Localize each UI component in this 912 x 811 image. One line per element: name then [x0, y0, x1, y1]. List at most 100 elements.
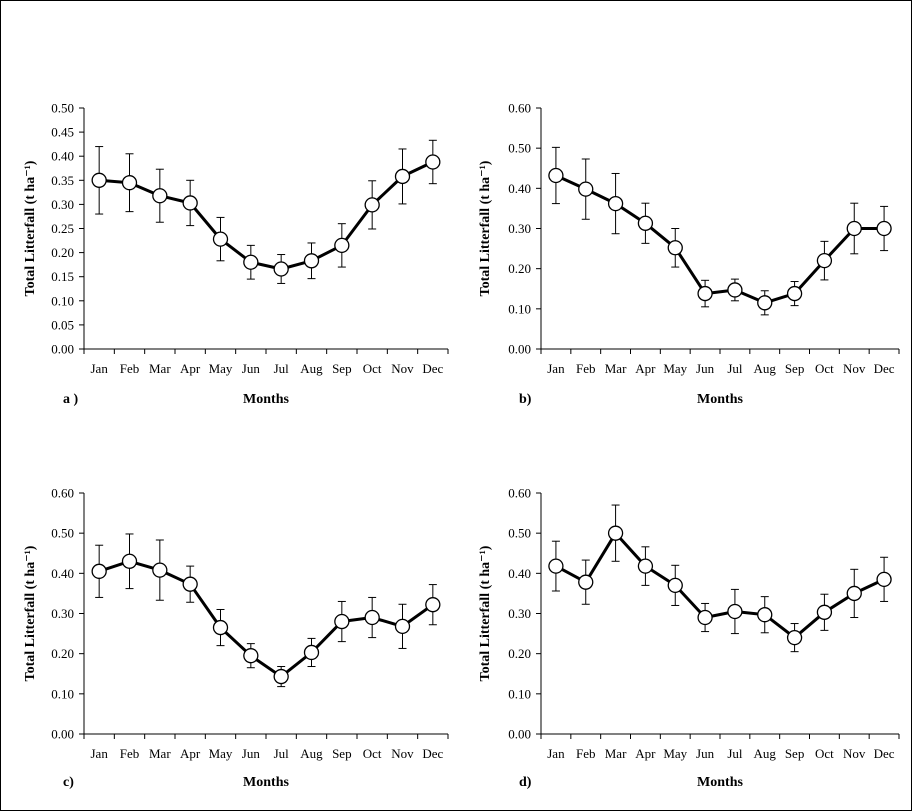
x-axis-title: Months — [243, 392, 289, 407]
x-tick-label: Nov — [391, 361, 414, 376]
x-tick-label: Jun — [696, 361, 715, 376]
y-tick-label: 0.00 — [51, 727, 74, 742]
data-point — [91, 172, 107, 188]
x-tick-label: Mar — [605, 361, 627, 376]
panel-label: c) — [63, 775, 74, 790]
data-point — [273, 261, 289, 277]
data-point — [212, 619, 229, 636]
y-tick-label: 0.10 — [51, 293, 74, 308]
data-point — [667, 577, 683, 594]
data-point — [425, 154, 441, 170]
x-tick-label: Apr — [180, 361, 201, 376]
x-tick-label: May — [663, 361, 687, 376]
data-point — [816, 252, 833, 269]
x-tick-label: May — [209, 361, 233, 376]
x-tick-label: Feb — [120, 746, 140, 761]
data-point — [637, 215, 654, 231]
data-point — [607, 195, 624, 212]
data-point — [334, 237, 350, 254]
data-point — [182, 195, 198, 211]
data-point — [243, 254, 259, 270]
x-tick-label: Sep — [332, 361, 352, 376]
data-point — [786, 285, 803, 302]
x-tick-label: Sep — [785, 361, 805, 376]
x-tick-label: Dec — [422, 361, 443, 376]
x-axis-title: Months — [697, 775, 743, 790]
data-point — [786, 629, 803, 646]
data-point — [548, 167, 564, 184]
y-tick-label: 0.25 — [51, 221, 74, 236]
x-tick-label: Jun — [242, 746, 261, 761]
x-tick-label: Apr — [180, 746, 201, 761]
y-tick-label: 0.30 — [51, 606, 74, 621]
y-tick-label: 0.60 — [508, 101, 531, 116]
data-point — [152, 562, 168, 578]
data-point — [243, 648, 259, 664]
data-point — [364, 609, 380, 626]
data-point — [273, 668, 289, 685]
y-tick-label: 0.50 — [508, 526, 531, 541]
data-point — [212, 231, 229, 247]
x-tick-label: Dec — [422, 746, 443, 761]
data-point — [846, 220, 862, 237]
x-tick-label: Jul — [727, 361, 743, 376]
data-point — [727, 603, 743, 620]
x-tick-label: Mar — [149, 746, 171, 761]
data-point — [364, 197, 380, 213]
x-tick-label: Mar — [605, 746, 627, 761]
y-axis-title: Total Litterfall (t ha⁻¹) — [478, 160, 493, 296]
x-tick-label: Jan — [90, 746, 108, 761]
x-tick-label: Feb — [120, 361, 140, 376]
data-point — [578, 574, 594, 590]
x-tick-label: Aug — [300, 746, 323, 761]
x-tick-label: Dec — [874, 746, 895, 761]
y-tick-label: 0.45 — [51, 125, 74, 140]
data-point — [578, 181, 594, 197]
x-tick-label: Jan — [90, 361, 108, 376]
y-tick-label: 0.30 — [508, 606, 531, 621]
data-point — [121, 553, 138, 569]
x-tick-label: Dec — [874, 361, 895, 376]
data-point — [182, 576, 198, 592]
data-point — [91, 563, 107, 579]
series-line — [555, 531, 885, 640]
x-tick-label: Aug — [754, 361, 777, 376]
y-tick-label: 0.05 — [51, 317, 74, 332]
y-tick-label: 0.30 — [51, 197, 74, 212]
y-tick-label: 0.40 — [508, 181, 531, 196]
x-tick-label: Nov — [843, 746, 866, 761]
chart-panel-4: 0.00 0.10 0.20 0.30 0.40 0.50 0.60 Jan Feb Mar Apr… — [478, 486, 900, 790]
y-tick-label: 0.40 — [51, 149, 74, 164]
y-axis-title: Total Litterfall (t ha⁻¹) — [23, 545, 38, 681]
x-tick-label: May — [209, 746, 233, 761]
data-point — [697, 609, 713, 626]
x-tick-label: Sep — [785, 746, 805, 761]
x-tick-label: Jun — [696, 746, 715, 761]
data-point — [334, 613, 350, 630]
y-tick-label: 0.40 — [51, 566, 74, 581]
panel-label: b) — [519, 392, 532, 407]
y-axis-title: Total Litterfall (t ha⁻¹) — [23, 160, 38, 296]
y-tick-label: 0.30 — [508, 221, 531, 236]
y-axis-title: Total Litterfall (t ha⁻¹) — [478, 545, 493, 681]
x-tick-label: Oct — [363, 361, 382, 376]
data-point — [303, 253, 320, 269]
y-tick-label: 0.20 — [508, 261, 531, 276]
y-tick-label: 0.20 — [51, 245, 74, 260]
data-point — [637, 558, 654, 574]
x-tick-label: Jul — [274, 361, 290, 376]
y-tick-label: 0.10 — [508, 686, 531, 701]
chart-panel-3: 0.00 0.10 0.20 0.30 0.40 0.50 0.60 Jan Feb Mar Apr… — [23, 486, 449, 790]
x-tick-label: Jun — [242, 361, 261, 376]
y-tick-label: 0.50 — [51, 526, 74, 541]
x-tick-label: Nov — [391, 746, 414, 761]
series-line — [99, 160, 434, 271]
series-line — [555, 174, 885, 305]
x-tick-label: Aug — [300, 361, 323, 376]
x-axis-title: Months — [697, 392, 743, 407]
y-tick-label: 0.20 — [51, 646, 74, 661]
panel-label: d) — [519, 775, 532, 790]
y-tick-label: 0.00 — [51, 342, 74, 357]
x-tick-label: Jan — [547, 361, 565, 376]
